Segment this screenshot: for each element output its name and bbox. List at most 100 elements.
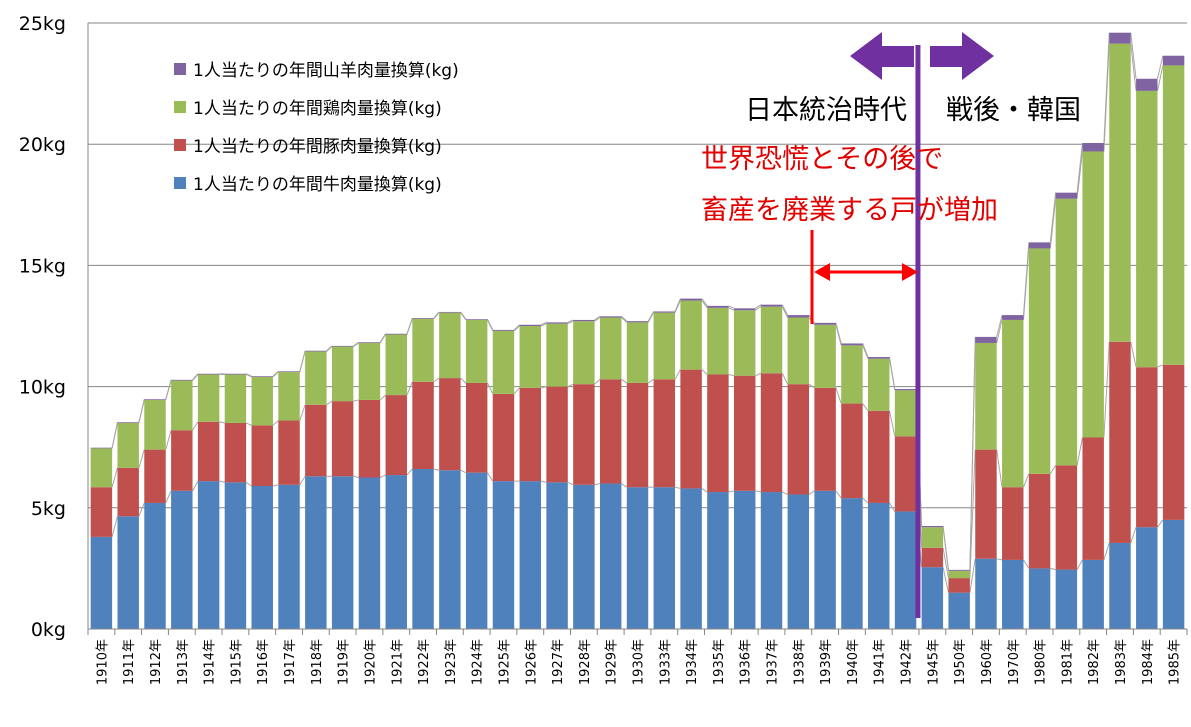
series-line (862, 343, 869, 358)
x-tick-label: 1923年 (444, 639, 459, 685)
series-line (835, 387, 842, 404)
bars (90, 32, 1185, 629)
bar-segment (1109, 341, 1131, 543)
bar-segment (733, 308, 756, 311)
series-line (781, 304, 789, 316)
y-tick-label: 5kg (31, 498, 66, 520)
bar-segment (117, 422, 139, 423)
series-line (460, 377, 467, 384)
bar-segment (653, 487, 676, 629)
series-line (621, 378, 628, 384)
series-line (862, 403, 869, 412)
series-line (1130, 341, 1137, 368)
series-line (326, 346, 333, 352)
series-line (540, 480, 547, 483)
bar-segment (492, 329, 515, 331)
series-line (1157, 519, 1164, 528)
x-tick-label: 1945年 (926, 639, 941, 685)
bar-segment (599, 483, 622, 629)
bar-segment (1162, 364, 1185, 520)
bar-segment (1055, 569, 1078, 629)
legend-label: 1人当たりの年間牛肉量換算(kg) (193, 175, 442, 195)
y-axis: 0kg 5kg 10kg 15kg 20kg 25kg (19, 13, 89, 641)
bar-segment (1055, 465, 1078, 570)
series-line (755, 490, 761, 493)
bar-segment (841, 345, 863, 404)
series-line (111, 516, 118, 538)
series-line (728, 490, 735, 493)
series-line (379, 474, 386, 478)
bar-segment (787, 384, 810, 495)
bar-segment (278, 371, 300, 373)
bar-segment (90, 487, 113, 537)
bar-segment (546, 482, 568, 629)
series-line (1049, 192, 1057, 243)
x-tick-label: 1950年 (953, 639, 968, 685)
series-line (1130, 527, 1137, 544)
x-tick-label: 1930年 (632, 639, 647, 685)
left-arrow-icon (850, 32, 914, 80)
y-tick-label: 15kg (19, 255, 66, 277)
bar-segment (519, 324, 542, 326)
series-line (272, 370, 279, 377)
bar-segment (519, 326, 542, 388)
bar-segment (814, 387, 836, 491)
series-line (1049, 198, 1057, 249)
series-line (460, 469, 467, 474)
x-tick-label: 1933年 (658, 639, 673, 685)
series-line (1049, 465, 1057, 475)
bar-segment (868, 410, 890, 503)
series-line (567, 319, 574, 323)
bar-segment (868, 358, 890, 411)
bar-segment (1109, 542, 1131, 629)
bar-segment (305, 476, 327, 629)
bar-segment (733, 375, 756, 491)
series-line (755, 306, 762, 311)
series-line (299, 404, 306, 421)
bar-segment (1109, 32, 1131, 44)
x-tick-label: 1929年 (605, 639, 620, 685)
bar-segment (90, 447, 113, 449)
series-line (674, 369, 681, 380)
bar-segment (251, 376, 273, 377)
legend: 1人当たりの年間山羊肉量換算(kg) 1人当たりの年間鶏肉量換算(kg) 1人当たり… (174, 61, 459, 195)
bar-segment (197, 421, 220, 482)
bar-segment (358, 477, 381, 629)
bar-segment (1162, 55, 1185, 66)
bar-segment (1136, 90, 1158, 368)
series-line (969, 558, 976, 593)
bar-segment (171, 380, 193, 431)
bar-segment (707, 492, 729, 629)
bar-segment (439, 470, 461, 629)
legend-label: 1人当たりの年間山羊肉量換算(kg) (193, 61, 459, 81)
bar-segment (894, 436, 917, 512)
bar-segment (787, 317, 810, 385)
series-line (781, 306, 789, 318)
bar-segment (948, 578, 970, 593)
series-line (433, 468, 440, 471)
x-tick-label: 1917年 (283, 639, 298, 685)
bar-segment (1136, 367, 1158, 528)
bar-segment (707, 307, 729, 375)
bar-segment (385, 395, 407, 476)
x-tick-label: 1915年 (229, 639, 244, 685)
series-line (540, 386, 547, 389)
bar-segment (599, 317, 622, 380)
x-tick-label: 1982年 (1087, 639, 1102, 685)
series-line (138, 399, 145, 423)
bar-segment (921, 527, 944, 548)
bar-segment (439, 378, 461, 471)
x-tick-label: 1983年 (1114, 639, 1129, 685)
annotation-line-1: 世界恐慌とその後で (701, 144, 943, 175)
x-tick-label: 1921年 (390, 639, 405, 685)
bar-segment (814, 322, 836, 325)
series-line (942, 547, 949, 579)
bar-segment (680, 369, 702, 489)
series-line (755, 372, 762, 377)
bar-segment (787, 494, 810, 629)
series-line (165, 490, 172, 504)
x-tick-label: 1936年 (739, 639, 754, 685)
series-line (701, 298, 708, 307)
bar-segment (90, 536, 113, 629)
bar-segment (868, 357, 890, 359)
